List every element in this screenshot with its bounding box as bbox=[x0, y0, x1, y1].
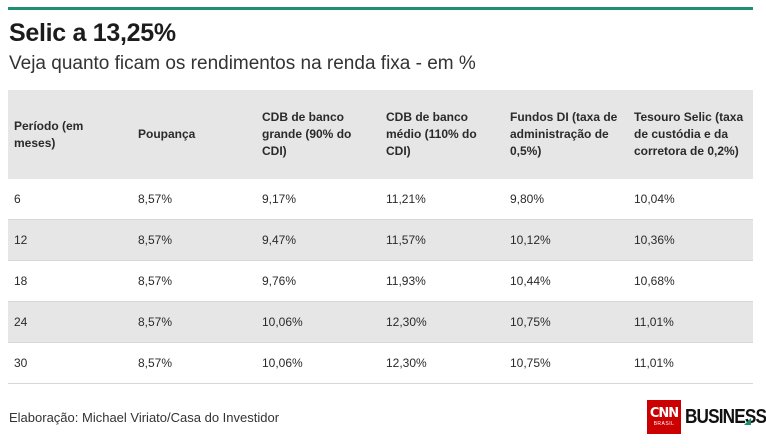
cell-poupanca: 8,57% bbox=[132, 260, 256, 302]
cnn-logo-text: CNN bbox=[649, 406, 679, 421]
cell-fundos-di: 10,12% bbox=[504, 219, 628, 261]
cell-fundos-di: 10,75% bbox=[504, 342, 628, 384]
column-header-period: Período (em meses) bbox=[8, 90, 132, 179]
cell-fundos-di: 10,44% bbox=[504, 260, 628, 302]
cell-fundos-di: 9,80% bbox=[504, 179, 628, 220]
cell-tesouro-selic: 10,36% bbox=[628, 219, 753, 261]
cell-cdb-medium-bank: 12,30% bbox=[380, 342, 504, 384]
table-row: 24 8,57% 10,06% 12,30% 10,75% 11,01% bbox=[8, 301, 753, 343]
corner-accent-mark bbox=[744, 418, 751, 425]
cell-cdb-medium-bank: 12,30% bbox=[380, 301, 504, 343]
cell-tesouro-selic: 11,01% bbox=[628, 301, 753, 343]
cell-period: 24 bbox=[8, 301, 132, 343]
page-title: Selic a 13,25% bbox=[9, 19, 176, 47]
cell-cdb-large-bank: 9,76% bbox=[256, 260, 380, 302]
cell-tesouro-selic: 10,04% bbox=[628, 179, 753, 220]
source-credit: Elaboração: Michael Viriato/Casa do Inve… bbox=[9, 410, 280, 425]
cnn-logo-box: CNN BRASIL bbox=[647, 400, 681, 434]
cell-period: 6 bbox=[8, 179, 132, 220]
table-row: 30 8,57% 10,06% 12,30% 10,75% 11,01% bbox=[8, 342, 753, 384]
column-header-tesouro-selic: Tesouro Selic (taxa de custódia e da cor… bbox=[628, 90, 753, 179]
cell-poupanca: 8,57% bbox=[132, 179, 256, 220]
cell-period: 12 bbox=[8, 219, 132, 261]
cell-cdb-large-bank: 10,06% bbox=[256, 301, 380, 343]
page-subtitle: Veja quanto ficam os rendimentos na rend… bbox=[9, 53, 476, 74]
cell-fundos-di: 10,75% bbox=[504, 301, 628, 343]
table-row: 12 8,57% 9,47% 11,57% 10,12% 10,36% bbox=[8, 219, 753, 261]
returns-table: Período (em meses) Poupança CDB de banco… bbox=[8, 90, 753, 384]
cell-period: 30 bbox=[8, 342, 132, 384]
cell-tesouro-selic: 11,01% bbox=[628, 342, 753, 384]
column-header-cdb-large-bank: CDB de banco grande (90% do CDI) bbox=[256, 90, 380, 179]
column-header-cdb-medium-bank: CDB de banco médio (110% do CDI) bbox=[380, 90, 504, 179]
cell-poupanca: 8,57% bbox=[132, 301, 256, 343]
table-header-row: Período (em meses) Poupança CDB de banco… bbox=[8, 90, 753, 179]
cell-poupanca: 8,57% bbox=[132, 219, 256, 261]
cell-cdb-large-bank: 9,47% bbox=[256, 219, 380, 261]
table-row: 18 8,57% 9,76% 11,93% 10,44% 10,68% bbox=[8, 260, 753, 302]
business-logo-text: BUSINESS bbox=[685, 405, 766, 428]
cell-cdb-medium-bank: 11,21% bbox=[380, 179, 504, 220]
cell-cdb-large-bank: 10,06% bbox=[256, 342, 380, 384]
cell-cdb-large-bank: 9,17% bbox=[256, 179, 380, 220]
cell-tesouro-selic: 10,68% bbox=[628, 260, 753, 302]
table-row: 6 8,57% 9,17% 11,21% 9,80% 10,04% bbox=[8, 179, 753, 220]
column-header-poupanca: Poupança bbox=[132, 90, 256, 179]
top-accent-rule bbox=[8, 7, 753, 10]
brasil-logo-text: BRASIL bbox=[653, 421, 675, 427]
cell-cdb-medium-bank: 11,57% bbox=[380, 219, 504, 261]
column-header-fundos-di: Fundos DI (taxa de administração de 0,5%… bbox=[504, 90, 628, 179]
cell-poupanca: 8,57% bbox=[132, 342, 256, 384]
cell-period: 18 bbox=[8, 260, 132, 302]
cnn-brasil-business-logo: CNN BRASIL BUSINESS bbox=[647, 400, 766, 434]
cell-cdb-medium-bank: 11,93% bbox=[380, 260, 504, 302]
